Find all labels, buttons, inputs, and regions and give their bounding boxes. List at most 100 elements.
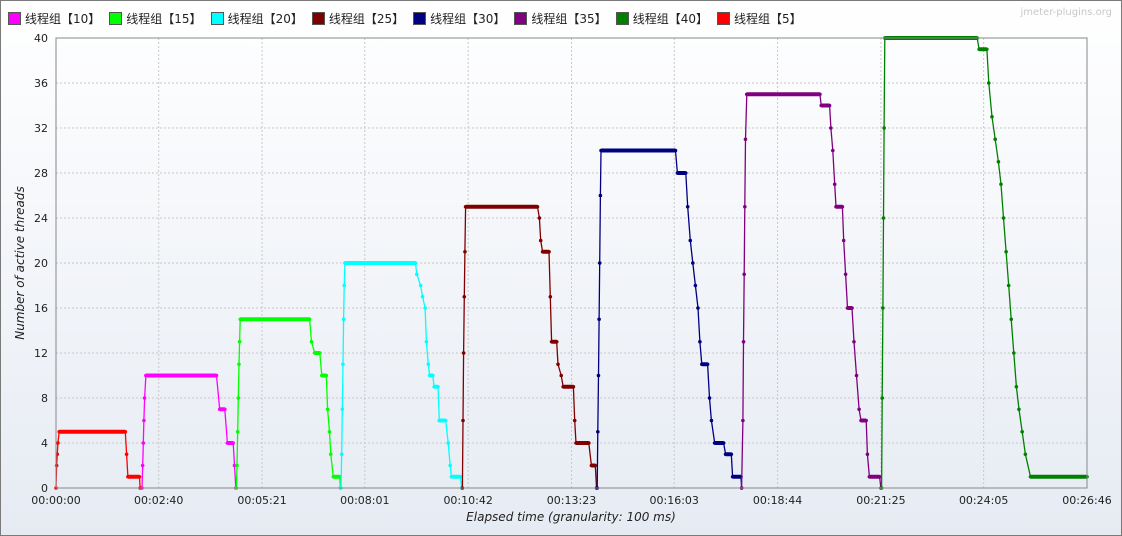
data-point bbox=[223, 407, 227, 412]
data-point bbox=[142, 418, 146, 423]
data-point bbox=[881, 216, 886, 220]
series-line bbox=[141, 374, 237, 489]
series-line bbox=[596, 149, 743, 489]
data-point bbox=[819, 103, 824, 108]
data-point bbox=[236, 396, 241, 400]
data-point bbox=[1004, 249, 1008, 254]
x-tick-label: 00:10:42 bbox=[443, 494, 492, 507]
data-point bbox=[841, 238, 846, 243]
data-point bbox=[461, 351, 466, 355]
data-point bbox=[237, 362, 241, 367]
series-line bbox=[461, 206, 598, 489]
data-point bbox=[599, 148, 603, 153]
data-point bbox=[673, 148, 678, 153]
data-point bbox=[864, 418, 868, 423]
y-axis-label: Number of active threads bbox=[13, 186, 27, 340]
data-point bbox=[214, 373, 219, 378]
series-line bbox=[340, 262, 463, 489]
data-point bbox=[307, 317, 312, 322]
x-tick-label: 00:08:01 bbox=[340, 494, 389, 507]
data-point bbox=[327, 429, 332, 434]
y-tick-label: 28 bbox=[34, 167, 48, 180]
data-point bbox=[743, 204, 747, 209]
data-point bbox=[56, 441, 60, 445]
y-tick-label: 24 bbox=[34, 212, 48, 225]
data-point bbox=[225, 441, 230, 445]
data-point bbox=[743, 137, 748, 142]
data-point bbox=[547, 249, 551, 254]
data-point bbox=[463, 249, 467, 254]
data-point bbox=[437, 418, 442, 423]
data-point bbox=[574, 441, 578, 445]
data-point bbox=[985, 47, 989, 52]
legend-label: 线程组【35】 bbox=[531, 11, 607, 26]
data-point bbox=[238, 317, 243, 322]
legend: 线程组【10】 线程组【15】 线程组【20】 线程组【25】 线程组【30】 线程组【3… bbox=[8, 10, 811, 26]
data-point bbox=[57, 429, 62, 434]
series-group bbox=[234, 317, 343, 490]
data-point bbox=[880, 396, 885, 400]
plot-border bbox=[55, 37, 1088, 489]
data-point bbox=[709, 418, 714, 423]
legend-swatch bbox=[109, 11, 123, 25]
data-point bbox=[1001, 216, 1006, 220]
legend-label: 线程组【20】 bbox=[227, 11, 303, 26]
data-point bbox=[235, 463, 239, 468]
data-point bbox=[463, 204, 468, 209]
data-point bbox=[707, 396, 712, 400]
data-point bbox=[554, 339, 559, 344]
data-point bbox=[237, 339, 242, 344]
legend-label: 线程组【25】 bbox=[328, 11, 405, 26]
data-point bbox=[730, 474, 735, 479]
data-point bbox=[705, 362, 710, 367]
data-point bbox=[996, 159, 1001, 164]
data-point bbox=[1012, 351, 1016, 355]
data-point bbox=[721, 441, 726, 445]
data-point bbox=[827, 103, 832, 108]
data-point bbox=[688, 238, 693, 243]
series-group bbox=[739, 92, 883, 490]
data-point bbox=[999, 182, 1003, 187]
y-tick-label: 16 bbox=[34, 302, 48, 315]
data-point bbox=[431, 373, 435, 378]
data-point bbox=[126, 474, 130, 479]
data-point bbox=[144, 373, 148, 378]
data-point bbox=[587, 441, 591, 445]
x-tick-label: 00:05:21 bbox=[237, 494, 286, 507]
data-point bbox=[723, 452, 728, 457]
data-point bbox=[548, 294, 553, 299]
data-point bbox=[54, 463, 59, 468]
data-point bbox=[537, 216, 542, 220]
data-point bbox=[449, 474, 454, 479]
data-point bbox=[341, 362, 345, 367]
x-tick-label: 00:26:46 bbox=[1062, 494, 1111, 507]
watermark: jmeter-plugins.org bbox=[1020, 7, 1112, 18]
legend-label: 线程组【5】 bbox=[733, 11, 802, 26]
data-point bbox=[137, 474, 142, 479]
data-point bbox=[549, 339, 554, 344]
y-tick-label: 40 bbox=[34, 32, 48, 45]
legend-swatch bbox=[615, 11, 629, 25]
legend-item: 线程组【10】 bbox=[8, 10, 100, 27]
data-point bbox=[423, 306, 427, 310]
data-point bbox=[693, 283, 698, 288]
data-point bbox=[696, 306, 700, 310]
data-point bbox=[328, 452, 333, 457]
data-point bbox=[413, 261, 418, 265]
data-point bbox=[865, 452, 870, 457]
data-point bbox=[877, 474, 882, 479]
data-point bbox=[1014, 384, 1019, 389]
x-tick-label: 00:00:00 bbox=[31, 494, 80, 507]
data-point bbox=[993, 137, 997, 142]
data-point bbox=[123, 429, 128, 434]
data-point bbox=[418, 283, 423, 288]
series-line bbox=[740, 93, 882, 489]
data-point bbox=[556, 362, 560, 367]
legend-label: 线程组【30】 bbox=[430, 11, 506, 26]
x-tick-label: 00:21:25 bbox=[856, 494, 905, 507]
data-point bbox=[559, 373, 564, 378]
data-point bbox=[597, 261, 602, 265]
x-tick-labels: 00:00:00 00:02:40 00:05:21 00:08:01 00:10:42… bbox=[31, 494, 1111, 507]
